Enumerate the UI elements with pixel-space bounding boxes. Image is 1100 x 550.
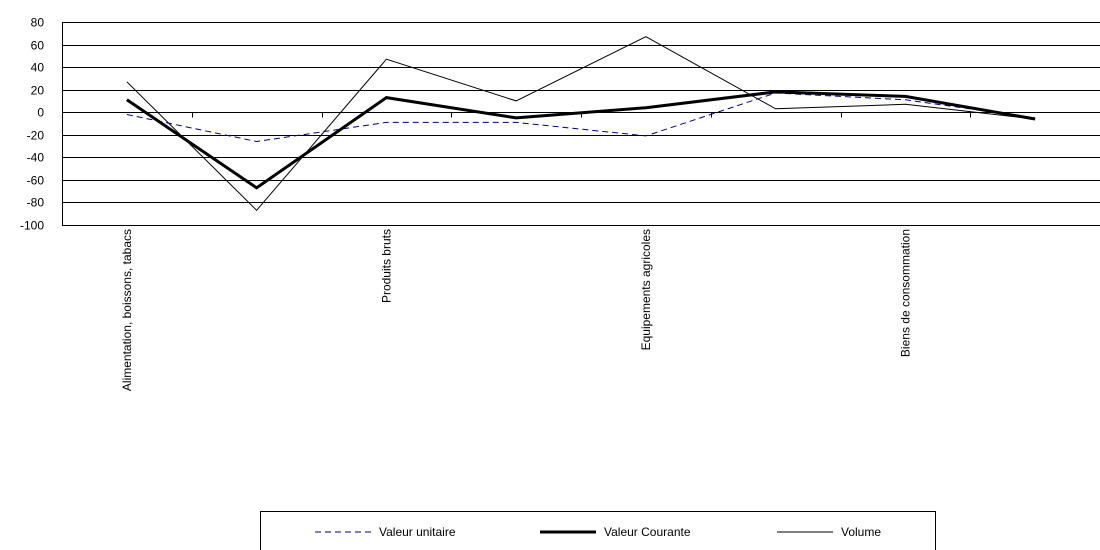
legend-item-valeur-courante: Valeur Courante [540, 524, 691, 540]
legend-item-volume: Volume [777, 524, 881, 540]
series-line-volume [126, 36, 1036, 212]
legend: Valeur unitaire Valeur Courante Volume [260, 511, 936, 550]
y-axis-tick-labels: -100 -80 -60 -40 -20 0 20 40 60 80 [20, 16, 44, 233]
x-category-label: Equipements agricoles [639, 229, 653, 350]
y-tick-label: 0 [37, 106, 44, 120]
legend-label: Valeur Courante [604, 525, 691, 539]
y-tick-label: -100 [20, 219, 44, 233]
y-tick-label: 80 [31, 16, 45, 30]
x-axis-tick-marks [62, 112, 971, 118]
y-tick-label: -60 [27, 174, 45, 188]
y-tick-label: -20 [27, 129, 45, 143]
y-tick-label: 40 [31, 61, 45, 75]
legend-label: Valeur unitaire [379, 525, 456, 539]
x-category-label: Alimentation, boissons, tabacs [120, 229, 134, 391]
gridlines [62, 22, 1100, 226]
x-category-label: Produits bruts [379, 229, 393, 303]
series-line-valeur-unitaire [126, 92, 1036, 143]
y-tick-label: -80 [27, 196, 45, 210]
series-line-valeur-courante [126, 90, 1036, 190]
legend-label: Volume [841, 525, 882, 539]
legend-item-valeur-unitaire: Valeur unitaire [315, 524, 456, 540]
x-axis-category-labels: Alimentation, boissons, tabacs Produits b… [120, 229, 913, 391]
x-category-label: Biens de consommation [898, 229, 912, 357]
y-tick-label: -40 [27, 151, 45, 165]
y-tick-label: 60 [31, 39, 45, 53]
y-tick-label: 20 [31, 84, 45, 98]
series-lines [126, 36, 1036, 212]
